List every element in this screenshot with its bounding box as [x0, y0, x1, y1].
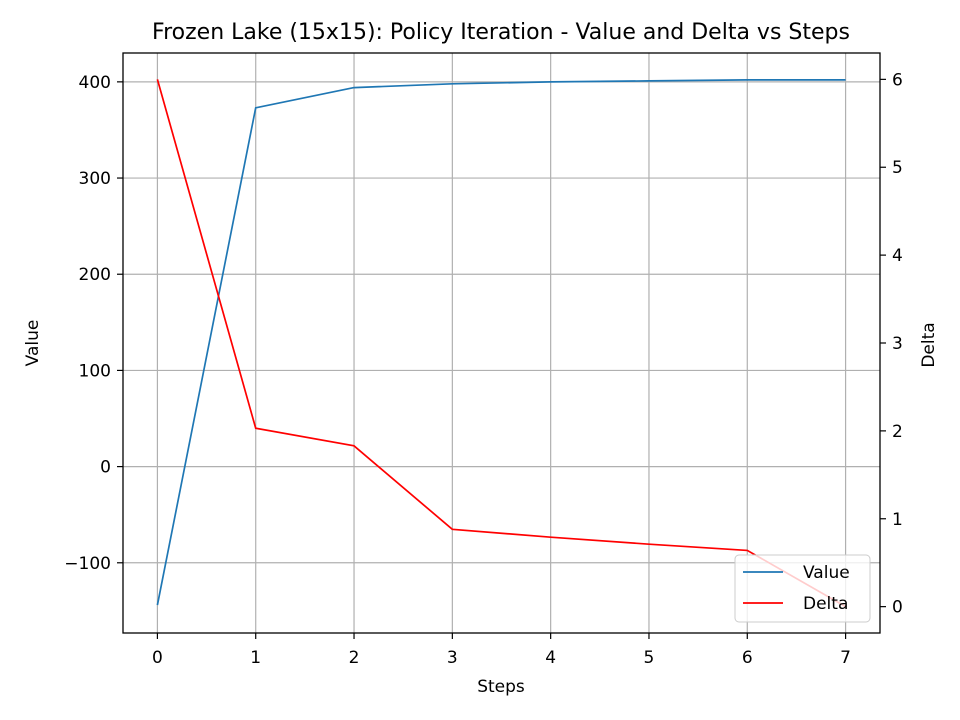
x-tick-label: 5	[644, 648, 655, 668]
y-axis-right: 0 1 2 3 4 5 6	[880, 70, 903, 618]
series-line-value	[156, 79, 846, 606]
y-tick-label: 0	[100, 458, 111, 478]
x-tick-label: 4	[545, 648, 556, 668]
y2-tick-label: 5	[892, 158, 903, 178]
legend-label-value: Value	[803, 563, 850, 583]
y2-axis-label: Delta	[919, 322, 939, 367]
y-axis-left: −100 0 100 200 300 400	[64, 73, 123, 574]
plot-frame	[122, 52, 881, 634]
x-tick-label: 2	[349, 648, 360, 668]
x-tick-label: 6	[742, 648, 753, 668]
y-tick-label: −100	[64, 554, 111, 574]
y2-tick-label: 4	[892, 246, 903, 266]
y-tick-label: 100	[79, 361, 111, 381]
y-tick-label: 200	[79, 265, 111, 285]
y2-tick-label: 1	[892, 510, 903, 530]
legend: Value Delta	[734, 554, 871, 623]
x-tick-label: 7	[840, 648, 851, 668]
series-lines	[156, 79, 847, 608]
y-tick-label: 400	[79, 73, 111, 93]
y-tick-label: 300	[79, 169, 111, 189]
series-line-delta	[156, 79, 847, 608]
grid-lines	[123, 53, 880, 633]
y2-tick-label: 6	[892, 70, 903, 90]
y2-tick-label: 3	[892, 334, 903, 354]
y2-tick-label: 2	[892, 422, 903, 442]
x-tick-label: 3	[447, 648, 458, 668]
y-axis-label: Value	[23, 320, 43, 367]
x-axis: 0 1 2 3 4 5 6 7	[152, 633, 851, 668]
x-axis-label: Steps	[477, 677, 525, 697]
legend-label-delta: Delta	[803, 594, 848, 614]
x-tick-label: 0	[152, 648, 163, 668]
chart-title: Frozen Lake (15x15): Policy Iteration - …	[152, 20, 850, 45]
y2-tick-label: 0	[892, 598, 903, 618]
x-tick-label: 1	[250, 648, 261, 668]
